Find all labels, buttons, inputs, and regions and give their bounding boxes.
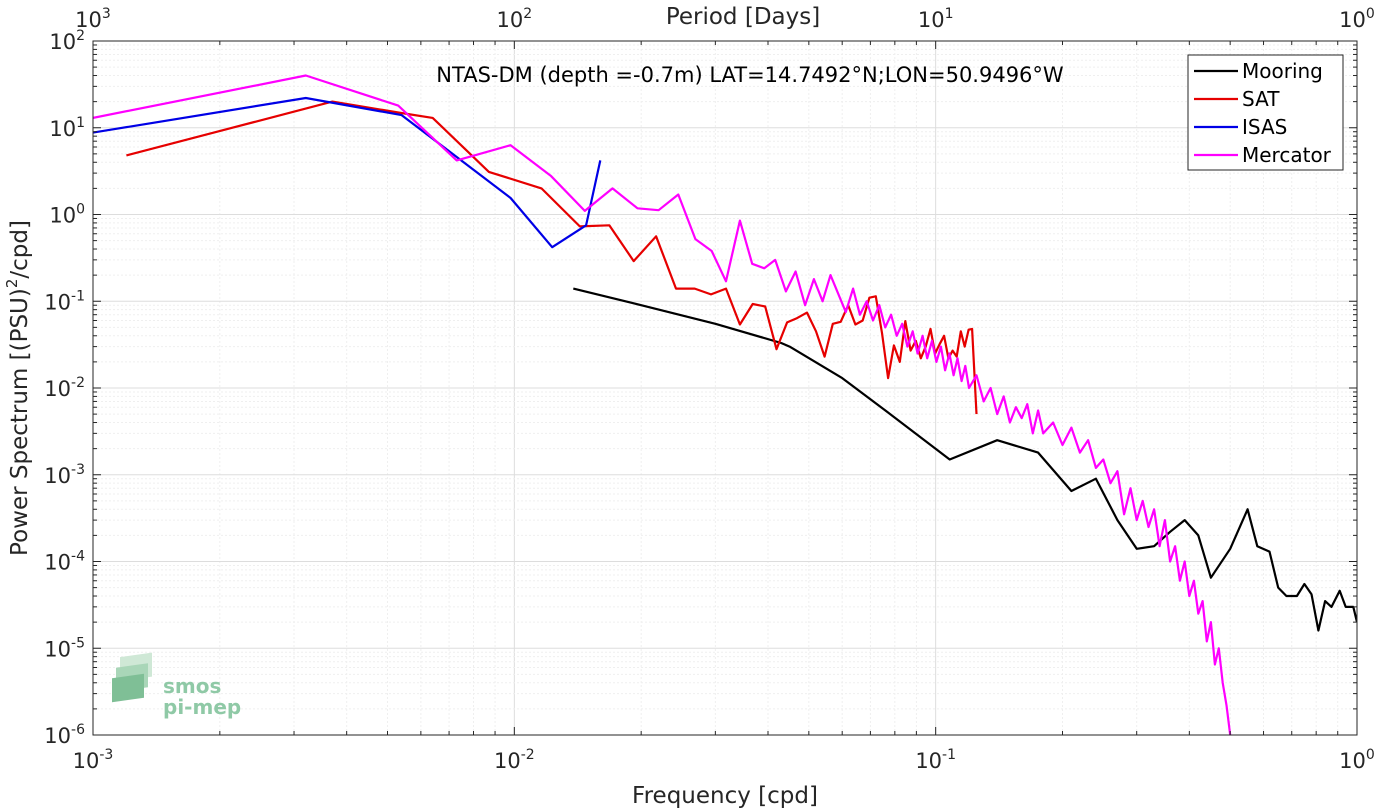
y-tick-label: 101 [49,115,85,141]
y-tick-label: 100 [49,202,85,228]
y-tick-label: 10-5 [44,635,85,661]
series-layer [93,74,1357,735]
chart-title: NTAS-DM (depth =-0.7m) LAT=14.7492°N;LON… [436,63,1064,87]
x2-tick-label: 102 [497,6,533,32]
x-tick-label: 10-2 [494,747,535,773]
x2-axis-label: Period [Days] [666,4,820,30]
smos-pi-mep-logo: smos pi-mep [112,652,241,719]
x-tick-label: 100 [1339,747,1375,773]
legend-label-sat: SAT [1242,87,1280,111]
y-tick-label: 10-6 [44,722,85,748]
x2-tick-label: 103 [75,6,111,32]
logo-text-pi-mep: pi-mep [163,695,241,719]
legend-label-isas: ISAS [1242,115,1287,139]
y-axis-label: Power Spectrum [(PSU)2/cpd] [3,220,33,556]
x-axis-label: Frequency [cpd] [632,783,818,809]
series-line-isas [93,96,602,249]
series-line-mooring [573,287,1357,632]
y-tick-label: 10-1 [44,288,85,314]
series-line-mercator [93,74,1232,735]
x-tick-label: 10-1 [915,747,956,773]
y-tick-label: 102 [49,28,85,54]
axis-ticks [92,40,1358,736]
y-tick-label: 10-2 [44,375,85,401]
logo-text-smos: smos [163,674,221,698]
legend-box [1187,54,1344,171]
grid-lines [93,41,1357,735]
logo-layer-3 [112,673,144,703]
x2-tick-label: 100 [1339,6,1375,32]
legend-label-mercator: Mercator [1242,143,1332,167]
x2-tick-label: 101 [918,6,954,32]
legend: Mooring SAT ISAS Mercator [1187,54,1344,171]
y-tick-label: 10-4 [44,549,85,575]
y-tick-label: 10-3 [44,462,85,488]
x-tick-label: 10-3 [73,747,114,773]
legend-label-mooring: Mooring [1242,59,1323,83]
